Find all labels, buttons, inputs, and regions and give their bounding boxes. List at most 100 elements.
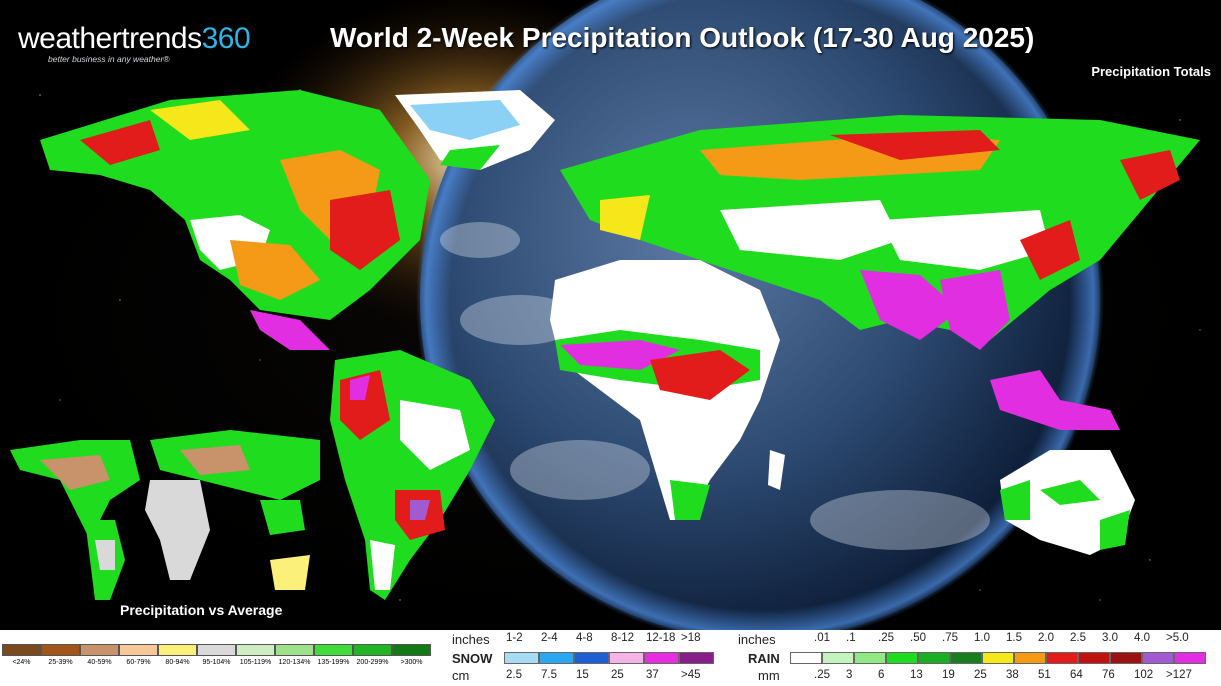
rain_legend-swatch	[854, 652, 886, 664]
rain_legend-inch-tick: .1	[846, 632, 856, 644]
pct-legend-item: <24%	[2, 644, 41, 666]
pct-legend-swatch	[314, 644, 353, 656]
pct-legend-label: 95-104%	[202, 659, 231, 666]
rain_legend-inch-tick: 1.5	[1006, 632, 1022, 644]
rain_legend-metric-tick: 13	[910, 669, 923, 681]
rain_legend-metric-tick: 25	[974, 669, 987, 681]
logo: weathertrends360 better business in any …	[18, 22, 288, 82]
logo-wordmark: weathertrends360	[18, 22, 288, 56]
rain_legend-inch-tick: .50	[910, 632, 926, 644]
snow_legend-swatch	[539, 652, 574, 664]
rain_legend-metric-tick: >127	[1166, 669, 1192, 681]
pct-legend-label: 120-134%	[278, 659, 311, 666]
rain_legend-swatch	[918, 652, 950, 664]
pct-legend-swatch	[119, 644, 158, 656]
rain_legend-metric-tick: 51	[1038, 669, 1051, 681]
pct-legend-item: 95-104%	[197, 644, 236, 666]
rain_legend-inch-tick: .01	[814, 632, 830, 644]
rain_legend-swatch	[1142, 652, 1174, 664]
rain_legend-inch-tick: 2.5	[1070, 632, 1086, 644]
pct-legend-swatch	[158, 644, 197, 656]
snow-unit-top: inches	[452, 632, 490, 647]
pct-legend-swatch	[2, 644, 41, 656]
pct-legend-item: 80-94%	[158, 644, 197, 666]
pct-legend-swatch	[236, 644, 275, 656]
rain_legend-swatch	[1046, 652, 1078, 664]
rain-swatches	[790, 652, 1206, 664]
snow_legend-metric-tick: 2.5	[506, 669, 522, 681]
rain_legend-metric-tick: 3	[846, 669, 853, 681]
north-america	[40, 90, 430, 350]
inset-map	[10, 430, 320, 600]
south-america	[330, 350, 495, 600]
snow-unit-bottom: cm	[452, 668, 470, 683]
snow_legend-swatch	[644, 652, 679, 664]
rain_legend-swatch	[790, 652, 822, 664]
page-title: World 2-Week Precipitation Outlook (17-3…	[330, 22, 1035, 53]
rain_legend-swatch	[1014, 652, 1046, 664]
pct-legend-item: 40-59%	[80, 644, 119, 666]
snow_legend-swatch	[679, 652, 714, 664]
rain_legend-inch-tick: 4.0	[1134, 632, 1150, 644]
snow_legend-inch-tick: 1-2	[506, 632, 523, 644]
rain_legend-metric-tick: 38	[1006, 669, 1019, 681]
pct-legend-swatch	[275, 644, 314, 656]
pct-legend-swatch	[80, 644, 119, 656]
rain_legend-swatch	[950, 652, 982, 664]
pct-legend-item: 120-134%	[275, 644, 314, 666]
globe-clouds	[440, 222, 990, 550]
rain_legend-inch-tick: 2.0	[1038, 632, 1054, 644]
pct-legend-item: 105-119%	[236, 644, 275, 666]
pct-legend-item: >300%	[392, 644, 431, 666]
pct-legend-label: 135-199%	[317, 659, 350, 666]
rain-unit-bottom: mm	[758, 668, 780, 683]
rain_legend-metric-tick: 64	[1070, 669, 1083, 681]
snow_legend-metric-tick: 25	[611, 669, 624, 681]
snow-swatches	[504, 652, 714, 664]
rain_legend-swatch	[1174, 652, 1206, 664]
snow_legend-metric-tick: >45	[681, 669, 701, 681]
map-canvas	[10, 0, 1201, 630]
rain_legend-inch-tick: 3.0	[1102, 632, 1118, 644]
rain_legend-metric-tick: 19	[942, 669, 955, 681]
pct-legend-label: 200-299%	[356, 659, 389, 666]
pct-legend-label: <24%	[12, 659, 31, 666]
australia	[1000, 450, 1135, 555]
snow_legend-swatch	[504, 652, 539, 664]
rain_legend-metric-tick: .25	[814, 669, 830, 681]
pct-legend-swatch	[41, 644, 80, 656]
rain_legend-swatch	[822, 652, 854, 664]
rain-name: RAIN	[748, 651, 780, 666]
snow_legend-swatch	[609, 652, 644, 664]
rain_legend-inch-tick: 1.0	[974, 632, 990, 644]
rain_legend-swatch	[1078, 652, 1110, 664]
rain_legend-inch-tick: >5.0	[1166, 632, 1189, 644]
rain-legend: inches RAIN mm .01 .1 .25 .50 .75 1.0 1.5 2.0 2.…	[738, 632, 1218, 684]
rain_legend-swatch	[982, 652, 1014, 664]
snow_legend-inch-tick: 12-18	[646, 632, 676, 644]
snow_legend-inch-tick: 8-12	[611, 632, 635, 644]
pct-legend-item: 60-79%	[119, 644, 158, 666]
pct-legend-item: 25-39%	[41, 644, 80, 666]
rain-unit-top: inches	[738, 632, 776, 647]
map-stage: weathertrends360 better business in any …	[0, 0, 1221, 630]
pct-legend-swatch	[197, 644, 236, 656]
snow-legend: inches SNOW cm 1-2 2-4 4-8 8-12 12-18 >18 2.5…	[452, 632, 724, 684]
legend-area: <24% 25-39% 40-59% 60-79% 80-94% 95-104% 105-1…	[0, 630, 1221, 686]
rain_legend-inch-tick: .75	[942, 632, 958, 644]
snow-name: SNOW	[452, 651, 493, 666]
pct-legend-label: 60-79%	[126, 659, 151, 666]
snow_legend-inch-tick: >18	[681, 632, 701, 644]
page-subtitle: Precipitation Totals	[1091, 64, 1211, 79]
rain_legend-inch-tick: .25	[878, 632, 894, 644]
logo-part2: 360	[201, 22, 251, 55]
snow_legend-metric-tick: 15	[576, 669, 589, 681]
eurasia	[560, 115, 1200, 430]
pct-legend-label: 40-59%	[87, 659, 112, 666]
pct-legend-label: >300%	[400, 659, 423, 666]
pct-legend-item: 200-299%	[353, 644, 392, 666]
snow_legend-swatch	[574, 652, 609, 664]
rain_legend-metric-tick: 76	[1102, 669, 1115, 681]
africa	[550, 260, 785, 520]
snow_legend-inch-tick: 4-8	[576, 632, 593, 644]
